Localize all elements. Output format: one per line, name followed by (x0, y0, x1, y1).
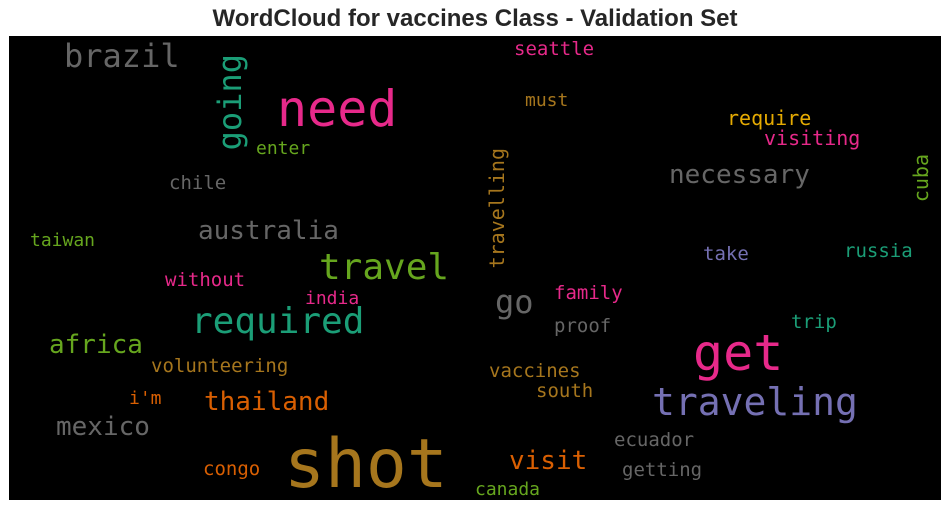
word-travelling: travelling (485, 148, 509, 269)
word-mexico: mexico (56, 412, 150, 442)
word-get: get (693, 324, 784, 382)
word-take: take (703, 243, 749, 265)
word-taiwan: taiwan (30, 230, 96, 251)
word-ecuador: ecuador (614, 429, 695, 451)
word-family: family (554, 282, 623, 304)
word-congo: congo (203, 458, 261, 480)
word-necessary: necessary (669, 160, 810, 190)
word-traveling: traveling (652, 380, 858, 424)
word-russia: russia (844, 240, 913, 262)
word-chile: chile (169, 172, 227, 194)
word-getting: getting (622, 459, 703, 481)
word-africa: africa (49, 330, 143, 360)
word-require: require (727, 106, 812, 130)
word-india: india (305, 288, 360, 309)
wordcloud-canvas: shot need get traveling required travel brazil… (9, 36, 941, 500)
word-thailand: thailand (204, 387, 330, 417)
word-brazil: brazil (64, 37, 180, 75)
chart-title: WordCloud for vaccines Class - Validatio… (212, 5, 738, 32)
word-enter: enter (256, 138, 311, 159)
word-trip: trip (791, 311, 837, 333)
word-shot: shot (284, 425, 448, 500)
word-canada: canada (475, 479, 541, 500)
word-going: going (211, 54, 249, 151)
word-required: required (191, 301, 365, 342)
word-australia: australia (198, 216, 339, 246)
word-volunteering: volunteering (151, 355, 289, 377)
word-must: must (525, 90, 569, 111)
word-visiting: visiting (764, 126, 861, 150)
word-need: need (277, 80, 398, 138)
word-without: without (165, 269, 246, 291)
word-vaccines: vaccines (489, 360, 581, 382)
word-cuba: cuba (909, 154, 933, 203)
word-seattle: seattle (514, 38, 595, 60)
word-visit: visit (509, 446, 588, 476)
word-south: south (536, 380, 594, 402)
word-i-m: i'm (129, 388, 162, 409)
word-go: go (495, 283, 534, 321)
word-travel: travel (319, 247, 450, 288)
word-proof: proof (554, 315, 612, 337)
